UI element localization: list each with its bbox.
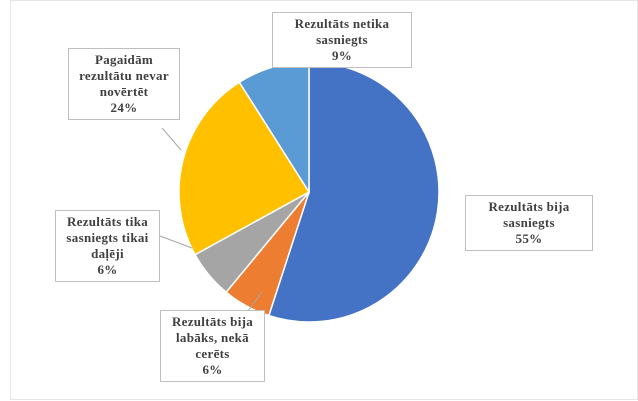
data-label: Rezultāts bija sasniegts 55%	[465, 195, 593, 251]
label-percent: 9%	[331, 48, 353, 63]
leader-line	[159, 235, 193, 249]
label-category: Rezultāts bija labāks, nekā cerēts	[171, 314, 254, 361]
data-label: Pagaidām rezultātu nevar novērtēt 24%	[68, 48, 180, 120]
label-category: Pagaidām rezultātu nevar novērtēt	[79, 52, 169, 99]
label-category: Rezultāts netika sasniegts	[294, 16, 390, 47]
data-label: Rezultāts tika sasniegts tikai daļēji 6%	[55, 210, 160, 282]
label-percent: 6%	[97, 262, 118, 277]
data-label: Rezultāts netika sasniegts 9%	[272, 12, 412, 68]
label-percent: 24%	[110, 100, 138, 115]
leader-line	[161, 127, 182, 151]
label-category: Rezultāts bija sasniegts	[488, 199, 570, 230]
label-percent: 55%	[515, 231, 543, 246]
label-category: Rezultāts tika sasniegts tikai daļēji	[66, 214, 149, 261]
data-label: Rezultāts bija labāks, nekā cerēts 6%	[160, 310, 265, 382]
pie-slice	[178, 81, 311, 256]
pie-slice	[267, 61, 440, 323]
label-percent: 6%	[202, 362, 223, 377]
